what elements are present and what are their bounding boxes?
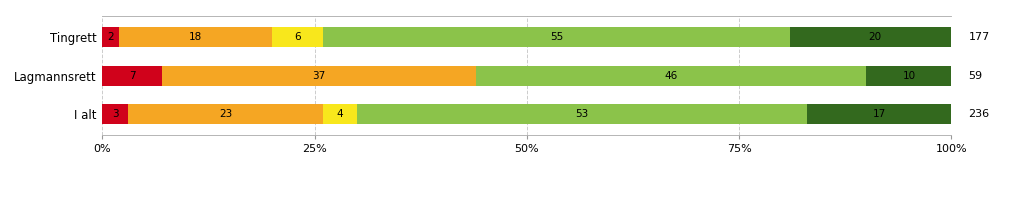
Text: 23: 23 (219, 109, 232, 119)
Text: 53: 53 (575, 109, 588, 119)
Bar (102, 66, 162, 86)
Bar (323, 27, 790, 47)
Text: 17: 17 (873, 109, 886, 119)
Bar (357, 104, 807, 124)
Text: 10: 10 (902, 71, 916, 81)
Bar (272, 27, 323, 47)
Text: 46: 46 (665, 71, 678, 81)
Bar (120, 27, 272, 47)
Text: 4: 4 (337, 109, 344, 119)
Bar (476, 66, 866, 86)
Bar (790, 27, 960, 47)
Text: 3: 3 (112, 109, 119, 119)
Bar (102, 27, 120, 47)
Bar (128, 104, 323, 124)
Text: 177: 177 (969, 32, 989, 42)
Text: 2: 2 (107, 32, 115, 42)
Text: 37: 37 (312, 71, 325, 81)
Text: 18: 18 (189, 32, 203, 42)
Bar (866, 66, 951, 86)
Text: 236: 236 (969, 109, 989, 119)
Bar (102, 104, 128, 124)
Text: 55: 55 (550, 32, 564, 42)
Text: 6: 6 (295, 32, 301, 42)
Bar (162, 66, 476, 86)
Text: 20: 20 (869, 32, 882, 42)
Bar (807, 104, 951, 124)
Text: 59: 59 (969, 71, 982, 81)
Bar (323, 104, 357, 124)
Text: 7: 7 (129, 71, 135, 81)
